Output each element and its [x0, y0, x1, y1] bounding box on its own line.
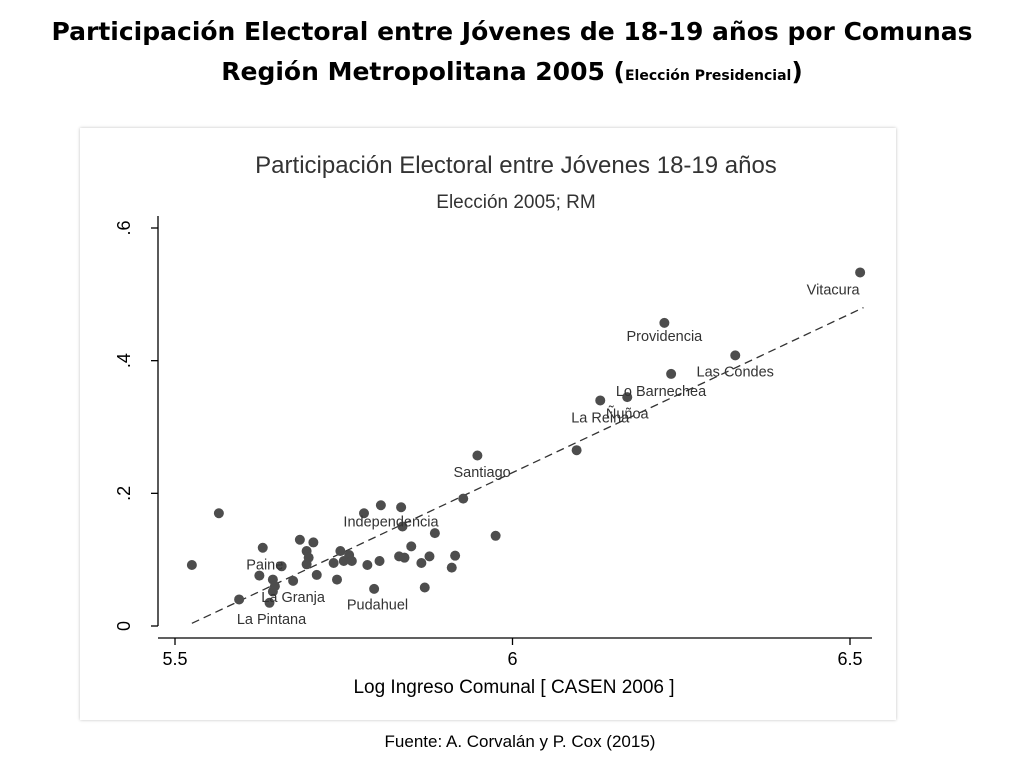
- data-point: [666, 368, 677, 379]
- point-label: Santiago: [454, 465, 511, 481]
- data-point: [855, 267, 866, 278]
- data-point: [375, 500, 386, 511]
- fit-line-group: [191, 307, 864, 624]
- chart-title: Participación Electoral entre Jóvenes 18…: [255, 152, 777, 179]
- data-point: [213, 508, 224, 519]
- slide-title-line2-end: ): [791, 57, 803, 86]
- point-label: La Pintana: [237, 612, 307, 628]
- y-tick-label: .6: [114, 220, 134, 235]
- data-point: [472, 450, 483, 461]
- point-label: Vitacura: [807, 282, 861, 298]
- axis-ticks: 5.5 6 6.5 0 .2 .4 .6: [114, 220, 863, 669]
- data-point: [335, 546, 346, 557]
- point-label: Pudahuel: [347, 597, 408, 613]
- y-tick-label: .2: [114, 486, 134, 501]
- data-point: [186, 559, 197, 570]
- y-tick-label: .4: [114, 353, 134, 368]
- data-point: [419, 582, 430, 593]
- data-point: [730, 350, 741, 361]
- data-point: [450, 550, 461, 561]
- slide-title-line2: Región Metropolitana 2005 (Elección Pres…: [0, 52, 1024, 96]
- data-point: [234, 594, 245, 605]
- y-tick-label: 0: [114, 621, 134, 631]
- data-point: [311, 569, 322, 580]
- data-point: [359, 508, 369, 519]
- point-label: Las Condes: [697, 365, 774, 381]
- data-point: [571, 445, 582, 456]
- data-point: [369, 583, 380, 594]
- x-tick-label: 6: [507, 649, 517, 669]
- source-note: Fuente: A. Corvalán y P. Cox (2015): [0, 732, 1024, 752]
- data-point: [257, 542, 268, 553]
- point-label: Independencia: [343, 515, 439, 531]
- data-point: [659, 317, 670, 328]
- source-text: Fuente: A. Corvalán y P. Cox (2015): [384, 732, 656, 751]
- x-axis-label: Log Ingreso Comunal [ CASEN 2006 ]: [353, 677, 674, 698]
- data-point: [399, 552, 410, 563]
- point-label: Providencia: [626, 329, 703, 345]
- data-point: [269, 581, 280, 592]
- point-label: Lo Barnechea: [616, 384, 707, 400]
- data-point: [406, 541, 417, 552]
- chart-svg: Participación Electoral entre Jóvenes 18…: [114, 152, 872, 698]
- data-point: [397, 521, 408, 532]
- fit-line: [191, 307, 864, 624]
- slide-title-line2-small: Elección Presidencial: [624, 68, 792, 84]
- point-labels: Vitacura Providencia Las Condes Lo Barneche…: [237, 282, 861, 628]
- slide-title: Participación Electoral entre Jóvenes de…: [0, 12, 1024, 96]
- point-label: Ñuñoa: [606, 405, 650, 422]
- data-point: [276, 561, 287, 572]
- data-point: [328, 557, 339, 568]
- data-point: [429, 528, 440, 539]
- x-tick-label: 6.5: [837, 649, 862, 669]
- data-point: [303, 552, 314, 563]
- scatter-chart: Participación Electoral entre Jóvenes 18…: [80, 128, 896, 720]
- data-point: [264, 597, 275, 608]
- data-point: [622, 392, 633, 403]
- data-point: [254, 570, 265, 581]
- slide-title-line1: Participación Electoral entre Jóvenes de…: [51, 17, 973, 46]
- data-point: [446, 562, 457, 573]
- data-point: [424, 551, 435, 562]
- data-point: [332, 574, 342, 585]
- data-point: [346, 555, 357, 566]
- slide-title-line2-main: Región Metropolitana 2005 (: [221, 57, 625, 86]
- data-point: [374, 555, 385, 566]
- data-point: [308, 537, 319, 548]
- data-point: [458, 493, 469, 504]
- data-points: [186, 267, 866, 608]
- data-point: [288, 575, 299, 586]
- x-tick-label: 5.5: [162, 649, 187, 669]
- point-label: La Reina: [571, 410, 630, 426]
- point-label: Paine: [246, 558, 283, 574]
- point-label: La Granja: [261, 590, 326, 606]
- data-point: [362, 559, 373, 570]
- data-point: [294, 534, 305, 545]
- chart-subtitle: Elección 2005; RM: [436, 192, 595, 213]
- data-point: [396, 502, 407, 513]
- data-point: [490, 530, 501, 541]
- data-point: [595, 395, 606, 406]
- data-point: [416, 557, 427, 568]
